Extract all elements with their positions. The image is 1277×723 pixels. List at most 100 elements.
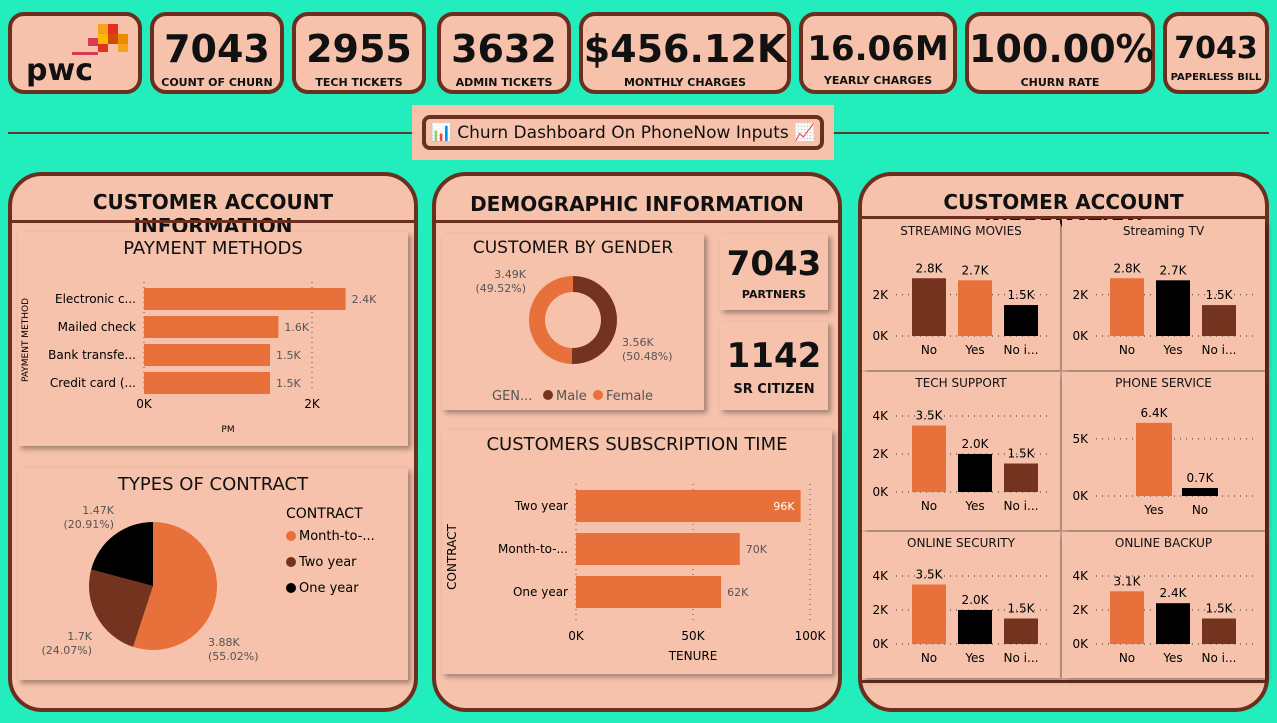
x-tick-label: 100K — [795, 629, 827, 643]
slice-percent-label: (49.52%) — [475, 282, 526, 295]
section-title-rule — [436, 220, 838, 223]
y-tick-label: 0K — [872, 329, 889, 343]
data-label: 70K — [746, 543, 768, 556]
data-label: 6.4K — [1141, 406, 1169, 420]
kpi-label: ADMIN TICKETS — [455, 76, 553, 89]
tech-support-panel: TECH SUPPORT 0K 2K 4K 3.5K No 2.0K Yes 1.5K No i… — [862, 372, 1060, 530]
partners-label: PARTNERS — [741, 288, 807, 301]
kpi-yearly-charges: 16.06M YEARLY CHARGES — [799, 12, 957, 94]
y-tick-label: 0K — [872, 485, 889, 499]
category-label: No — [1119, 343, 1135, 357]
bar — [912, 425, 946, 492]
slice-percent-label: (55.02%) — [208, 650, 259, 663]
data-label: 1.6K — [284, 321, 309, 334]
data-label: 0.7K — [1187, 471, 1215, 485]
data-label: 1.5K — [1008, 288, 1036, 302]
category-label: Mailed check — [58, 320, 136, 334]
legend-item: One year — [299, 581, 359, 596]
kpi-count-of-churn: 7043 COUNT OF CHURN — [150, 12, 284, 94]
data-label: 1.5K — [276, 349, 301, 362]
y-tick-label: 4K — [872, 409, 889, 423]
slice-percent-label: (20.91%) — [63, 518, 114, 531]
x-tick-label: 0K — [136, 397, 153, 411]
kpi-label: MONTHLY CHARGES — [623, 76, 747, 89]
slice-value-label: 1.7K — [67, 630, 92, 643]
kpi-value: 3632 — [451, 27, 557, 71]
slice — [529, 276, 573, 364]
subscription-time-chart: 0K 50K 100K Two year 96K Month-to-... 70K One y… — [445, 484, 827, 663]
online-security-chart: 0K 2K 4K 3.5K No 2.0K Yes 1.5K No i... — [872, 568, 1052, 665]
bar — [144, 316, 279, 338]
bar — [1202, 305, 1236, 336]
data-label: 1.5K — [1206, 288, 1234, 302]
y-axis-label: CONTRACT — [445, 523, 459, 589]
x-tick-label: 50K — [681, 629, 705, 643]
sr-citizen-value: 1142 — [726, 336, 822, 376]
category-label: Bank transfe... — [48, 348, 136, 362]
data-label: 3.5K — [916, 568, 944, 582]
bar — [958, 610, 992, 644]
y-tick-label: 2K — [872, 603, 889, 617]
data-label: 2.4K — [1160, 586, 1188, 600]
category-label: Yes — [1143, 503, 1163, 517]
slice-value-label: 3.88K — [208, 636, 240, 649]
legend-item: Month-to-... — [299, 529, 375, 544]
pwc-logo: pwc — [26, 24, 128, 88]
data-label: 1.5K — [1008, 602, 1036, 616]
data-label: 1.5K — [1008, 447, 1036, 461]
kpi-value: 7043 — [1174, 31, 1258, 66]
category-label: Two year — [514, 499, 568, 513]
data-label: 2.4K — [352, 293, 377, 306]
legend-swatch — [543, 390, 553, 400]
bar — [1004, 305, 1038, 336]
y-tick-label: 2K — [1072, 288, 1089, 302]
kpi-label: CHURN RATE — [1020, 76, 1100, 89]
streaming-movies-title: STREAMING MOVIES — [900, 224, 1022, 238]
online-backup-panel: ONLINE BACKUP 0K 2K 4K 3.1K No 2.4K Yes 1.5K No … — [1062, 532, 1265, 678]
subscription-time-panel: CUSTOMERS SUBSCRIPTION TIME 0K 50K 100K Two… — [442, 430, 832, 674]
legend-item: Female — [606, 389, 653, 404]
x-axis-label: PM — [221, 425, 234, 435]
category-label: One year — [513, 585, 568, 599]
slice — [91, 522, 153, 586]
kpi-value: 7043 — [164, 27, 270, 71]
category-label: No i... — [1004, 343, 1039, 357]
category-label: Electronic c... — [55, 292, 136, 306]
kpi-label: YEARLY CHARGES — [823, 74, 933, 87]
section-title: CUSTOMER ACCOUNT INFORMATION — [92, 190, 334, 238]
streaming-movies-chart: 0K 2K 2.8K No 2.7K Yes 1.5K No i... — [872, 261, 1052, 357]
kpi-label: COUNT OF CHURN — [161, 76, 273, 89]
legend-title: GEN... — [492, 389, 532, 404]
dashboard-title-bar: 📊 Churn Dashboard On PhoneNow Inputs 📈 — [412, 105, 834, 160]
category-label: Yes — [964, 343, 984, 357]
contract-types-chart: 3.88K(55.02%) 1.7K(24.07%) 1.47K(20.91%) CO… — [41, 504, 375, 663]
streaming-tv-panel: Streaming TV 0K 2K 2.8K No 2.7K Yes 1.5K No i..… — [1062, 220, 1265, 370]
legend-title: CONTRACT — [286, 506, 363, 522]
category-label: No — [921, 343, 937, 357]
phone-service-title: PHONE SERVICE — [1115, 376, 1212, 390]
sr-citizen-card: 1142 SR CITIZEN — [720, 322, 828, 410]
streaming-movies-panel: STREAMING MOVIES 0K 2K 2.8K No 2.7K Yes 1.5K No… — [862, 220, 1060, 370]
online-backup-chart: 0K 2K 4K 3.1K No 2.4K Yes 1.5K No i... — [1072, 569, 1258, 665]
sr-citizen-label: SR CITIZEN — [733, 382, 815, 397]
slice-percent-label: (50.48%) — [622, 350, 673, 363]
x-tick-label: 2K — [304, 397, 321, 411]
slice — [88, 569, 153, 647]
slice-value-label: 1.47K — [82, 504, 114, 517]
pwc-logo-text: pwc — [26, 53, 93, 88]
legend-item: Two year — [298, 555, 357, 570]
data-label: 2.7K — [1160, 263, 1188, 277]
gender-chart: 3.56K(50.48%) 3.49K(49.52%) GEN... Male Fema… — [475, 268, 673, 404]
y-tick-label: 4K — [1072, 569, 1089, 583]
y-axis-label: PAYMENT METHOD — [21, 298, 31, 382]
kpi-value: 100.00% — [969, 27, 1154, 71]
kpi-label: PAPERLESS BILL — [1170, 72, 1262, 83]
kpi-value: 16.06M — [807, 29, 949, 69]
bar — [1004, 463, 1038, 492]
section-title-rule — [12, 220, 414, 223]
kpi-value: 2955 — [306, 27, 412, 71]
bar — [1202, 618, 1236, 644]
data-label: 3.5K — [916, 409, 944, 423]
bar — [1004, 618, 1038, 644]
streaming-tv-title: Streaming TV — [1122, 224, 1205, 238]
